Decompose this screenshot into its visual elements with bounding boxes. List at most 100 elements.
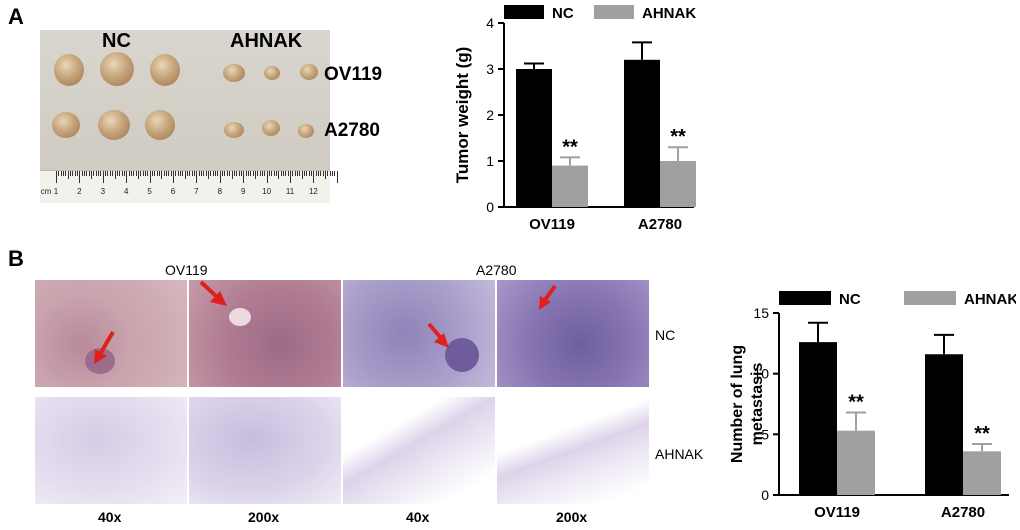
- ruler-tick: [170, 171, 172, 176]
- ruler-tick: [250, 171, 252, 176]
- y-tick-label: 0: [761, 487, 769, 503]
- tumor-nc-a2780-3: [145, 110, 175, 140]
- ruler-number: 2: [77, 187, 82, 196]
- ruler-tick: [334, 171, 336, 176]
- significance-marker: **: [974, 423, 990, 445]
- ruler-tick: [133, 171, 135, 176]
- ruler-tick: [285, 171, 287, 176]
- ruler-tick: [112, 171, 114, 176]
- significance-marker: **: [670, 126, 686, 148]
- legend-label-nc: NC: [839, 291, 861, 308]
- red-arrow-icon: [199, 280, 227, 306]
- y-tick-label: 0: [486, 199, 494, 215]
- ruler-tick: [217, 171, 219, 176]
- ruler-tick: [318, 171, 320, 176]
- ruler-number: 9: [240, 187, 246, 196]
- ruler-tick: [282, 171, 284, 176]
- ruler-tick: [315, 171, 317, 176]
- y-tick-label: 5: [761, 426, 769, 442]
- ruler-tick: [109, 171, 111, 176]
- ruler-unit-label: cm: [40, 187, 52, 196]
- ruler-tick: [60, 171, 62, 176]
- ruler-tick: [313, 171, 315, 183]
- ruler-tick: [93, 171, 95, 176]
- ruler-tick: [56, 171, 57, 183]
- red-arrow-icon: [427, 322, 449, 348]
- ruler-tick: [308, 171, 310, 176]
- ruler-tick: [154, 171, 156, 176]
- ruler-number: 6: [170, 187, 176, 196]
- ruler-number: 1: [53, 187, 59, 196]
- ruler-tick: [126, 171, 128, 183]
- histology-row-label-ahnak: AHNAK: [655, 446, 704, 462]
- ruler-tick: [187, 171, 189, 176]
- bar-nc-ov119: [516, 69, 552, 207]
- tumor-nc-ov119-3: [150, 54, 180, 86]
- ruler-tick: [149, 171, 151, 183]
- ruler-tick: [63, 171, 65, 176]
- histology-ov119-ahnak-200x: [189, 397, 341, 504]
- photo-row-label-a2780: A2780: [324, 120, 380, 141]
- tumor-ahnak-a2780-1: [224, 122, 244, 138]
- vessel-lumen: [229, 308, 251, 326]
- ruler-tick: [226, 171, 228, 176]
- x-tick-label: A2780: [638, 216, 682, 233]
- ruler-tick: [278, 171, 280, 179]
- ruler-tick: [257, 171, 259, 176]
- photo-label-ahnak: AHNAK: [230, 30, 303, 52]
- ruler-tick: [177, 171, 179, 176]
- ruler-tick: [74, 171, 76, 176]
- ruler-tick: [215, 171, 217, 176]
- ruler-tick: [198, 171, 200, 176]
- ruler-tick: [224, 171, 226, 176]
- bar-nc-a2780: [624, 59, 660, 207]
- ruler-tick: [151, 171, 153, 176]
- ruler-tick: [142, 171, 144, 176]
- ruler-tick: [212, 171, 214, 176]
- ruler-tick: [100, 171, 102, 176]
- significance-marker: **: [562, 136, 578, 158]
- ruler-tick: [114, 171, 116, 179]
- ruler-tick: [280, 171, 282, 176]
- ruler-tick: [320, 171, 322, 176]
- ruler-tick: [98, 171, 100, 176]
- ruler-tick: [88, 171, 90, 176]
- ruler-tick: [247, 171, 249, 176]
- ruler-tick: [301, 171, 303, 179]
- photo-background: [40, 30, 330, 170]
- histology-ov119-ahnak-40x: [35, 397, 187, 504]
- ruler-tick: [77, 171, 79, 176]
- y-tick-label: 4: [486, 15, 494, 31]
- ruler-tick: [245, 171, 247, 176]
- ruler-tick: [196, 171, 198, 183]
- ruler-number: 11: [285, 187, 295, 196]
- ruler-tick: [135, 171, 137, 176]
- ruler-tick: [72, 171, 74, 176]
- magnification-label: 40x: [406, 509, 430, 525]
- ruler-tick: [161, 171, 163, 179]
- ruler-tick: [264, 171, 266, 176]
- ruler-tick: [165, 171, 167, 176]
- ruler-tick: [191, 171, 193, 176]
- ruler-tick: [182, 171, 184, 176]
- y-axis-label: Number of lung: [729, 345, 746, 463]
- tumor-ahnak-ov119-1: [223, 64, 245, 82]
- ruler-tick: [238, 171, 240, 176]
- ruler-tick: [91, 171, 93, 179]
- ruler-tick: [243, 171, 245, 183]
- ruler-tick: [254, 171, 256, 179]
- ruler-tick: [304, 171, 306, 176]
- ruler-number: 12: [308, 187, 318, 196]
- ruler-tick: [123, 171, 125, 176]
- ruler-tick: [275, 171, 277, 176]
- metastasis-nodule: [445, 338, 479, 372]
- ruler-tick: [121, 171, 123, 176]
- ruler-tick: [290, 171, 291, 183]
- ruler-tick: [140, 171, 142, 176]
- red-arrow-icon: [94, 330, 115, 364]
- tumor-ahnak-ov119-3: [300, 64, 318, 80]
- y-tick-label: 15: [753, 305, 769, 321]
- tumor-nc-a2780-1: [52, 112, 80, 138]
- tumor-ahnak-a2780-3: [298, 124, 314, 138]
- y-axis-label: metastasis: [749, 363, 766, 446]
